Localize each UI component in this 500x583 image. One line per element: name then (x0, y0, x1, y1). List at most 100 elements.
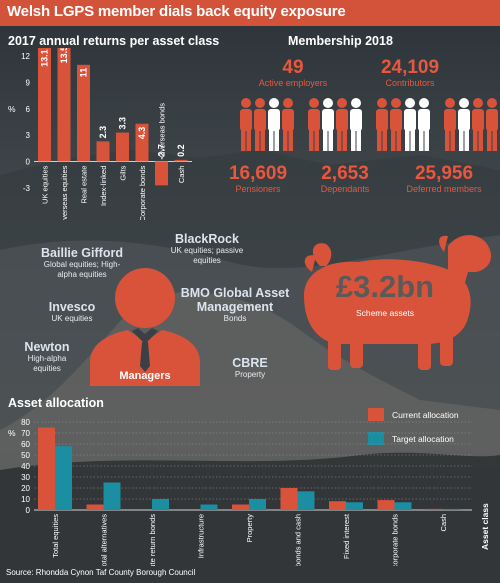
membership-title: Membership 2018 (288, 34, 393, 48)
manager-name: BlackRock (175, 232, 239, 246)
allocation-category-label: Property (245, 514, 254, 543)
allocation-bar-target (249, 499, 266, 510)
allocation-category-group: UK corporate bonds (391, 514, 400, 566)
manager-baillie-gifford: Baillie Gifford Global equities; High-al… (22, 246, 142, 280)
returns-data-label: 4.3 (137, 127, 147, 140)
returns-bar (57, 48, 71, 162)
returns-category-label: Overseas equities (60, 165, 69, 220)
allocation-category-label: Total equities (51, 514, 60, 558)
returns-category-group: Gilts (119, 165, 128, 180)
person-icon (350, 98, 362, 151)
allocation-chart: % 80 70 60 50 40 30 20 10 0 Total equities Total al… (8, 418, 490, 566)
stat-label: Dependants (320, 184, 370, 194)
legend-swatch-target (368, 432, 384, 445)
allocation-ytick: 70 (21, 429, 30, 438)
stat-deferred-members: 25,956 Deferred members (390, 164, 498, 195)
allocation-bar-target (152, 499, 169, 510)
stat-label: Active employers (258, 78, 328, 88)
allocation-category-label: Total bonds and cash (294, 514, 303, 566)
returns-data-label: 13.5 (59, 48, 69, 63)
manager-bmo: BMO Global Asset Management Bonds (170, 286, 300, 324)
manager-desc: UK equities (51, 314, 93, 323)
returns-data-label: 11 (79, 68, 89, 78)
member-pictogram (240, 98, 498, 151)
allocation-category-group: Property (245, 514, 254, 543)
returns-category-group: Real estate (80, 166, 89, 204)
returns-category-group: UK equities (41, 165, 50, 204)
returns-chart: % 12 9 6 3 0 -3 13.1 UK equities 13.5 Overseas equ… (8, 48, 192, 220)
manager-name: Invesco (48, 300, 96, 314)
person-icon (322, 98, 334, 151)
stat-value: 49 (282, 57, 304, 78)
title-bar: Welsh LGPS member dials back equity expo… (0, 0, 500, 26)
person-icon (282, 98, 294, 151)
returns-data-label-group: 4.3 (137, 127, 147, 140)
allocation-bar-target (55, 446, 72, 510)
returns-data-label: 13.1 (40, 49, 50, 67)
manager-name: BMO Global Asset Management (180, 286, 290, 314)
allocation-category-group: Absolute return bonds (148, 514, 157, 566)
person-icon (336, 98, 348, 151)
returns-data-label-group: 13.5 (59, 48, 69, 63)
stat-label: Pensioners (235, 184, 281, 194)
returns-bar (96, 141, 110, 162)
allocation-category-group: Fixed interest (342, 513, 351, 559)
managers-label: Managers (119, 370, 171, 382)
allocation-bar-current (38, 427, 55, 510)
returns-category-label: Corporate bonds (138, 165, 147, 220)
person-icon (254, 98, 266, 151)
returns-bar (155, 161, 168, 186)
returns-ytick: 0 (26, 158, 31, 167)
allocation-bar-target (346, 502, 363, 510)
scheme-label: Scheme assets (355, 308, 415, 318)
allocation-ytick: 20 (21, 484, 30, 493)
person-icon (458, 98, 470, 151)
allocation-bar-current (232, 504, 249, 510)
manager-desc: High-alpha equities (27, 354, 67, 373)
returns-bar (116, 132, 129, 162)
returns-category-label: Overseas bonds (158, 103, 167, 158)
allocation-category-group: Total equities (51, 514, 60, 558)
returns-bar (135, 123, 149, 162)
person-icon (308, 98, 320, 151)
allocation-xlabel: Asset class (480, 503, 490, 550)
person-icon (268, 98, 280, 151)
allocation-category-group: Infrastructure (197, 514, 206, 558)
allocation-category-label: Cash (439, 514, 448, 532)
manager-name: Baillie Gifford (41, 246, 123, 260)
legend-swatch-current (368, 408, 384, 421)
person-icon (486, 98, 498, 151)
source-note: Source: Rhondda Cynon Taf County Borough… (6, 568, 196, 577)
person-icon (418, 98, 430, 151)
returns-bar (174, 159, 188, 162)
returns-category-group: Overseas bonds (158, 103, 167, 158)
sheep-icon (304, 235, 492, 370)
returns-ylabel: % (8, 104, 16, 114)
stat-label: Contributors (385, 78, 435, 88)
returns-ytick: -3 (23, 184, 31, 193)
allocation-chart-title: Asset allocation (8, 396, 104, 410)
returns-category-label: Gilts (119, 165, 128, 180)
stat-label: Deferred members (406, 184, 482, 194)
returns-data-label-group: -2.7 (157, 144, 167, 160)
manager-silhouette-icon (90, 268, 200, 386)
returns-data-label: 3.3 (118, 117, 128, 130)
person-icon (472, 98, 484, 151)
returns-bar (77, 64, 90, 162)
allocation-ylabel: % (8, 428, 16, 438)
stat-value: 16,609 (228, 163, 288, 184)
allocation-category-group: Cash (439, 514, 448, 532)
allocation-bar-target (394, 502, 412, 510)
manager-cbre: CBRE Property (212, 356, 288, 380)
allocation-category-group: Total alternatives (100, 514, 109, 566)
allocation-ytick: 0 (26, 506, 31, 515)
allocation-bar-current (329, 501, 346, 510)
stat-dependants: 2,653 Dependants (305, 164, 385, 195)
returns-data-label-group: 2.3 (98, 126, 108, 139)
manager-desc: Bonds (223, 314, 247, 323)
returns-ytick: 6 (26, 105, 31, 114)
returns-category-label: Index-linked (99, 166, 108, 206)
allocation-bar-target (297, 491, 315, 510)
manager-desc: Global equities; High-alpha equities (43, 260, 121, 279)
